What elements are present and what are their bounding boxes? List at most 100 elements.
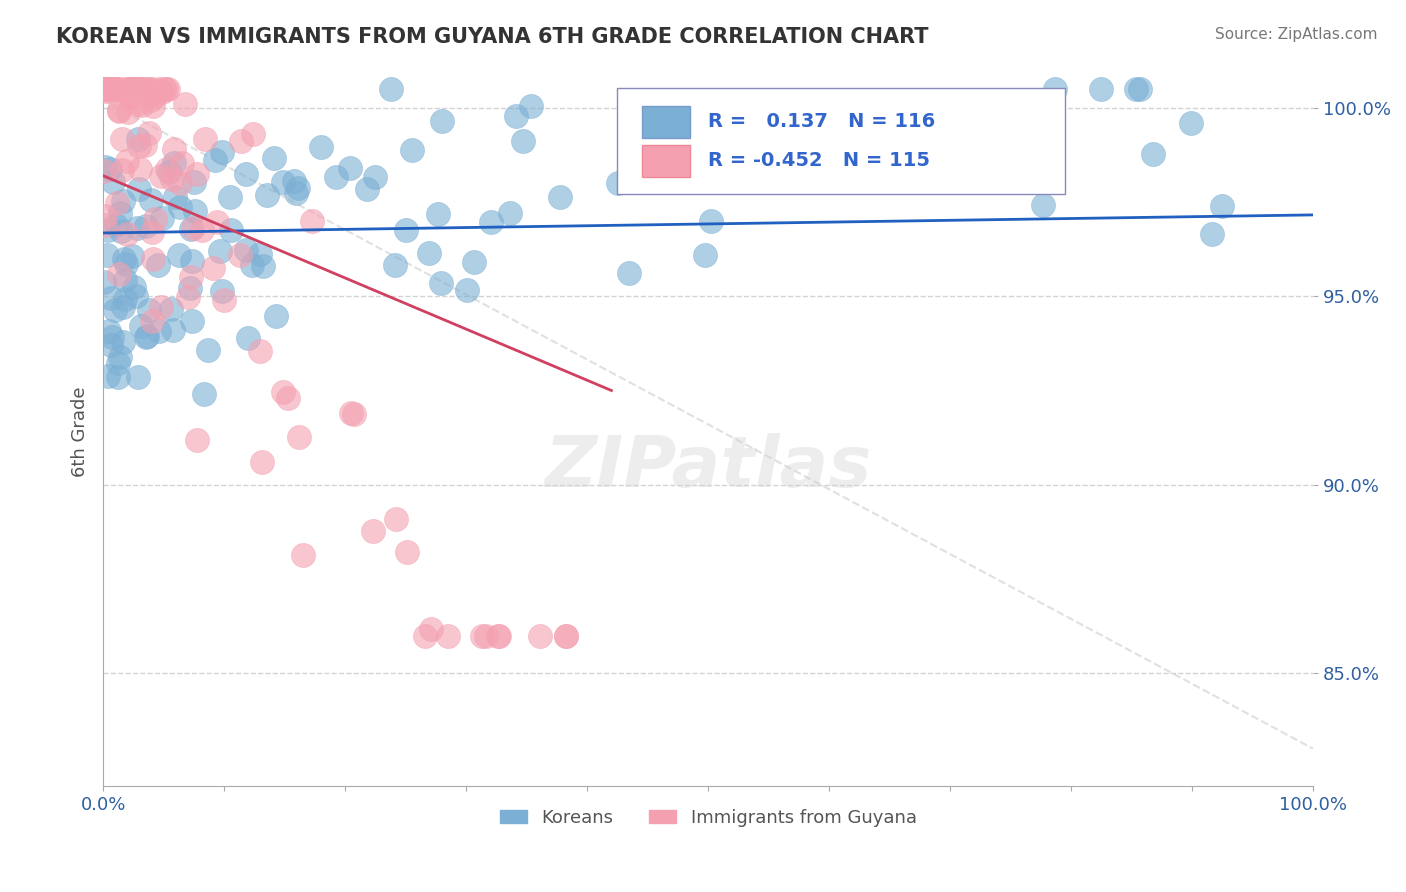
Point [128,162,150,177]
Point [122,280,145,294]
Point [100,337,122,351]
Point [700,213,723,227]
Text: ZIPatlas: ZIPatlas [544,433,872,502]
Point [128,182,150,196]
Text: R = -0.452   N = 115: R = -0.452 N = 115 [709,151,931,169]
Point [111,301,134,315]
Point [529,629,551,643]
Point [122,82,145,96]
Point [115,83,138,97]
Point [456,283,478,297]
Point [96,248,118,262]
Point [520,98,543,112]
Point [617,266,640,280]
Point [131,98,153,112]
Point [163,156,186,170]
Point [125,289,148,303]
Point [211,145,233,160]
Point [179,281,201,295]
Point [263,151,285,165]
Point [135,82,157,96]
Point [120,82,142,96]
Point [177,289,200,303]
Point [94,82,117,96]
Point [342,407,364,421]
Point [273,384,295,399]
Point [740,159,762,173]
Point [117,104,139,119]
Point [277,391,299,405]
Point [207,215,229,229]
Point [1032,197,1054,211]
Point [93,82,115,96]
Point [249,247,271,261]
Point [183,220,205,235]
Point [108,103,131,118]
Point [385,512,408,526]
Point [127,132,149,146]
Point [395,545,418,559]
Point [229,134,252,148]
Point [817,139,839,153]
Point [284,186,307,200]
Point [256,187,278,202]
Point [101,330,124,344]
Point [208,244,231,258]
Point [98,82,121,96]
Point [104,303,127,318]
Point [1142,146,1164,161]
Point [142,252,165,267]
Point [138,126,160,140]
Point [202,260,225,275]
Point [112,82,135,96]
Point [129,318,152,333]
Point [167,248,190,262]
Point [186,433,208,447]
Point [145,89,167,103]
Point [512,135,534,149]
Point [100,82,122,96]
Point [129,82,152,96]
Point [235,168,257,182]
Text: KOREAN VS IMMIGRANTS FROM GUYANA 6TH GRADE CORRELATION CHART: KOREAN VS IMMIGRANTS FROM GUYANA 6TH GRA… [56,27,929,46]
Point [94,84,117,98]
Point [111,163,134,178]
Point [104,82,127,96]
Point [180,221,202,235]
Point [219,223,242,237]
Point [97,223,120,237]
Point [1028,130,1050,145]
Point [218,190,240,204]
Point [153,82,176,96]
Point [111,194,134,208]
Point [1129,82,1152,96]
Point [117,82,139,96]
Point [709,158,731,172]
Point [1125,82,1147,96]
Point [148,324,170,338]
Point [437,629,460,643]
Point [107,356,129,370]
Point [101,82,124,96]
Point [212,293,235,307]
Point [134,137,156,152]
Point [252,260,274,274]
Point [162,323,184,337]
Point [101,175,124,189]
Legend: Koreans, Immigrants from Guyana: Koreans, Immigrants from Guyana [492,802,924,834]
Point [479,215,502,229]
Point [236,331,259,345]
Point [115,257,138,271]
Point [104,218,127,232]
Point [486,629,509,643]
Point [94,209,117,223]
Point [607,176,630,190]
Point [488,629,510,643]
Point [325,169,347,184]
Point [150,86,173,100]
Point [191,223,214,237]
Point [108,206,131,220]
Point [93,82,115,96]
Point [420,622,443,636]
Point [93,164,115,178]
